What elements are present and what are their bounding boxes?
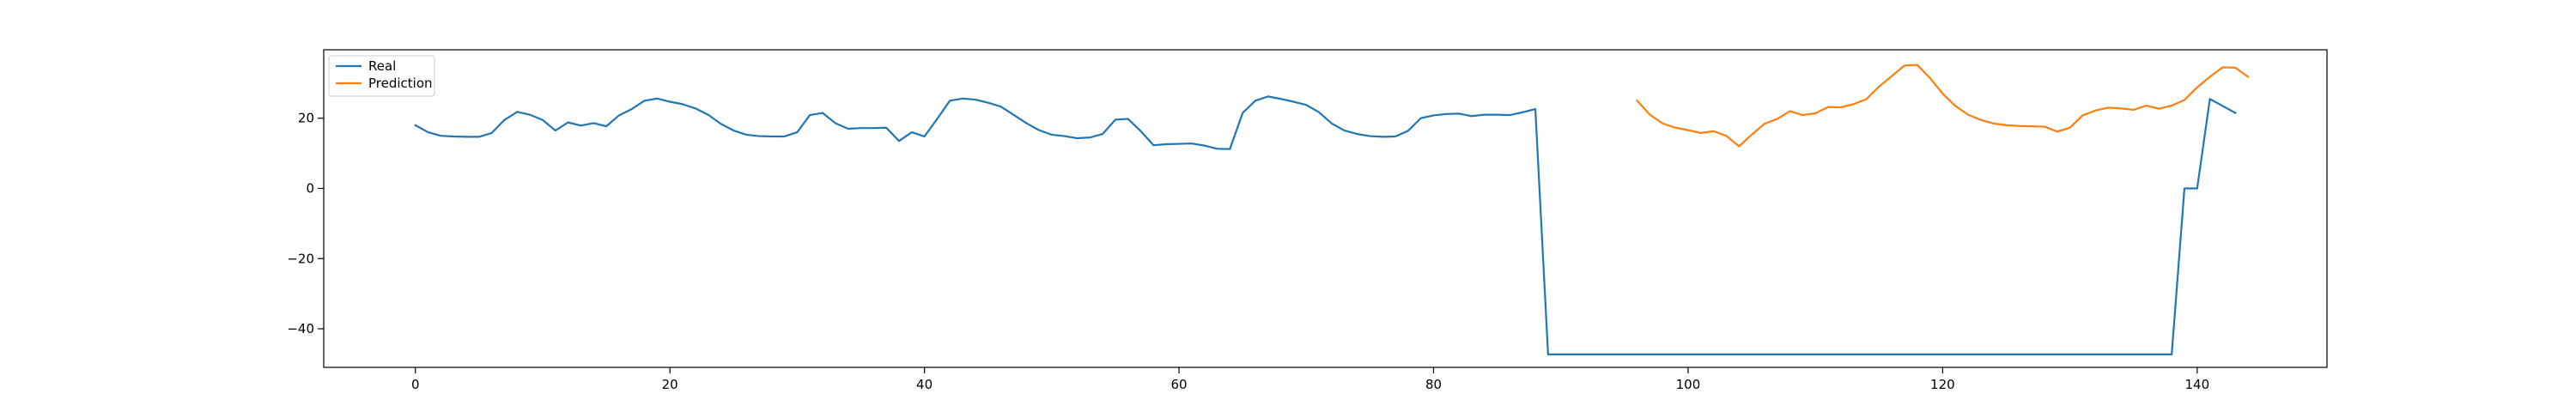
x-tick-label: 120	[1930, 377, 1955, 392]
x-tick-label: 40	[916, 377, 933, 392]
y-tick-label: −20	[287, 251, 314, 266]
axes-layer: 0 20 40 60 80 100 120 140 −40 −20 0 20	[287, 49, 2328, 392]
x-tick-label: 100	[1676, 377, 1701, 392]
series-layer	[414, 64, 2250, 355]
x-tick-label: 140	[2184, 377, 2209, 392]
y-tick-label: 0	[306, 180, 314, 196]
x-tick-label: 60	[1170, 377, 1187, 392]
plot-frame	[323, 49, 2328, 368]
series-line-prediction	[1636, 64, 2250, 148]
y-tick-label: 20	[298, 111, 314, 126]
legend-label-prediction: Prediction	[368, 76, 433, 91]
series-line-real	[414, 95, 2237, 355]
legend-label-real: Real	[368, 58, 396, 74]
x-tick-label: 0	[411, 377, 420, 392]
y-tick-label: −40	[287, 321, 314, 336]
legend: Real Prediction	[328, 55, 435, 97]
x-tick-label: 20	[662, 377, 678, 392]
x-tick-label: 80	[1425, 377, 1442, 392]
